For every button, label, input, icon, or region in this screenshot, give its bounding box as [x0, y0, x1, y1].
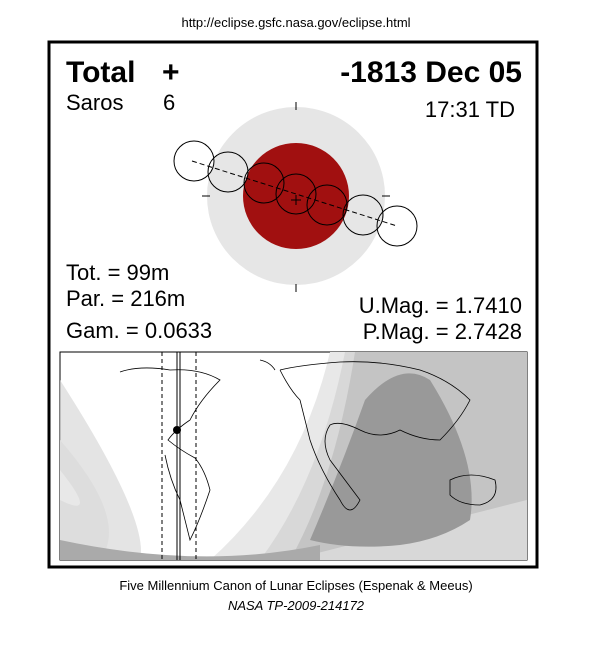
- umbral-magnitude: U.Mag. = 1.7410: [359, 293, 522, 318]
- footer-title: Five Millennium Canon of Lunar Eclipses …: [119, 578, 472, 593]
- eclipse-date: -1813 Dec 05: [340, 56, 522, 89]
- frame: [47, 40, 539, 569]
- footer-reference: NASA TP-2009-214172: [228, 598, 365, 613]
- subsolar-point: [173, 426, 181, 434]
- shadow-diagram: [173, 102, 418, 292]
- source-url: http://eclipse.gsfc.nasa.gov/eclipse.htm…: [181, 15, 410, 30]
- axis-ticks: [202, 102, 390, 292]
- eclipse-type-symbol: +: [162, 56, 180, 89]
- map-band-west-2: [60, 380, 141, 560]
- total-duration: Tot. = 99m: [66, 260, 169, 285]
- coastlines: [119, 359, 497, 542]
- saros-label: Saros: [66, 90, 123, 115]
- meridian-lines: [161, 352, 197, 560]
- penumbral-magnitude: P.Mag. = 2.7428: [363, 319, 522, 344]
- gamma: Gam. = 0.0633: [66, 318, 212, 343]
- partial-duration: Par. = 216m: [66, 286, 185, 311]
- visibility-map: [59, 351, 528, 561]
- moon-positions: [173, 140, 418, 247]
- eclipse-time: 17:31 TD: [425, 97, 515, 122]
- moon-path: [191, 160, 398, 227]
- saros-number: 6: [163, 90, 175, 115]
- map-south-shade: [60, 540, 320, 560]
- eclipse-type: Total: [66, 56, 135, 89]
- umbral-visibility: [310, 373, 472, 547]
